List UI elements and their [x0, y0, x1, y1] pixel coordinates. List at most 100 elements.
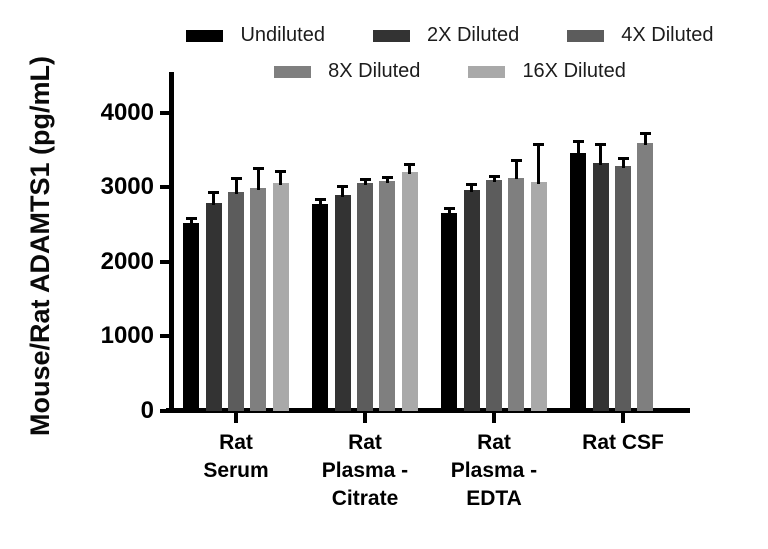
error-bar-stem: [514, 161, 518, 180]
error-bar-stem: [341, 187, 345, 197]
x-category-label-line: Rat: [477, 431, 511, 454]
error-bar-cap: [314, 197, 326, 201]
bar-16x-diluted-rat-plasma-citrate: [401, 172, 418, 411]
y-tick-label: 0: [140, 397, 154, 424]
error-bar-cap: [466, 182, 478, 186]
legend-label-16x-diluted: 16X Diluted: [522, 60, 626, 82]
error-bar-cap: [208, 191, 220, 195]
error-bar-cap: [359, 178, 371, 182]
x-category-label-rat-plasma-edta: Rat Plasma - EDTA: [419, 429, 569, 513]
bar-4x-diluted-rat-csf: [615, 165, 631, 411]
error-bar-cap: [275, 169, 287, 173]
error-bar-stem: [385, 177, 389, 184]
bar-8x-diluted-rat-plasma-edta: [508, 177, 525, 411]
legend-swatch-4x-diluted: [567, 29, 605, 42]
legend-row: 8X Diluted 16X Diluted: [274, 60, 626, 83]
y-tick-label: 3000: [100, 173, 154, 201]
error-bar-stem: [318, 199, 322, 207]
error-bar-cap: [252, 166, 264, 170]
legend-item-2x-diluted: 2X Diluted: [372, 24, 520, 47]
error-bar-cap: [639, 131, 651, 135]
error-bar-cap: [510, 159, 522, 163]
x-tick-mark: [492, 413, 496, 423]
error-bar-stem: [234, 179, 238, 194]
error-bar-stem: [256, 168, 260, 190]
error-bar-cap: [595, 142, 607, 146]
y-tick-mark: [160, 259, 169, 264]
legend-label-undiluted: Undiluted: [240, 24, 325, 46]
bar-4x-diluted-rat-serum: [228, 191, 244, 411]
error-bar-stem: [492, 177, 496, 182]
error-bar-stem: [576, 142, 580, 155]
legend-swatch-8x-diluted: [274, 65, 312, 78]
error-bar-stem: [447, 209, 451, 216]
bar-8x-diluted-rat-csf: [637, 143, 654, 411]
error-bar-cap: [185, 216, 197, 220]
y-tick-mark: [160, 185, 169, 190]
x-tick-mark: [363, 413, 367, 423]
error-bar-stem: [363, 180, 367, 185]
error-bar-stem: [621, 158, 625, 168]
bar-undiluted-rat-csf: [570, 152, 587, 411]
bar-2x-diluted-rat-plasma-citrate: [334, 194, 351, 411]
error-bar-cap: [488, 175, 500, 179]
x-category-label-line: Plasma -: [450, 459, 538, 482]
legend-label-8x-diluted: 8X Diluted: [328, 60, 421, 82]
y-tick-label: 1000: [100, 322, 154, 350]
bar-2x-diluted-rat-plasma-edta: [463, 190, 480, 411]
x-category-label-line: Serum: [203, 459, 269, 482]
legend-swatch-undiluted: [186, 29, 224, 42]
legend-item-undiluted: Undiluted: [186, 24, 325, 47]
error-bar-cap: [443, 207, 455, 211]
legend-label-2x-diluted: 2X Diluted: [426, 24, 520, 46]
bar-4x-diluted-rat-plasma-citrate: [357, 182, 373, 411]
bar-8x-diluted-rat-serum: [250, 187, 267, 411]
bar-2x-diluted-rat-serum: [205, 202, 222, 411]
bar-8x-diluted-rat-plasma-citrate: [379, 181, 396, 411]
legend-row: Undiluted 2X Diluted 4X Diluted: [186, 24, 714, 47]
bar-undiluted-rat-plasma-edta: [441, 213, 458, 411]
y-tick-label: 4000: [100, 98, 154, 126]
x-category-label-rat-serum: Rat Serum: [161, 429, 311, 485]
legend-label-4x-diluted: 4X Diluted: [621, 24, 714, 46]
bar-16x-diluted-rat-serum: [272, 182, 289, 411]
error-bar-stem: [212, 193, 216, 205]
bar-4x-diluted-rat-plasma-edta: [486, 179, 502, 411]
bar-undiluted-rat-plasma-citrate: [312, 204, 329, 411]
bar-16x-diluted-rat-plasma-edta: [530, 181, 547, 411]
x-category-label-line: Plasma -: [321, 459, 409, 482]
bar-undiluted-rat-serum: [183, 223, 200, 411]
chart-legend: Undiluted 2X Diluted 4X Diluted 8X Diluted 1…: [170, 24, 730, 83]
legend-swatch-2x-diluted: [372, 29, 410, 42]
y-axis-title: Mouse/Rat ADAMTS1 (pg/mL): [25, 56, 55, 436]
y-tick-mark: [160, 334, 169, 339]
error-bar-cap: [404, 162, 416, 166]
y-axis-line: [169, 72, 174, 413]
legend-item-4x-diluted: 4X Diluted: [567, 24, 714, 47]
legend-item-8x-diluted: 8X Diluted: [274, 60, 420, 83]
x-category-label-line: EDTA: [466, 487, 522, 510]
x-category-label-line: Citrate: [331, 487, 399, 510]
y-tick-mark: [160, 409, 169, 413]
legend-item-16x-diluted: 16X Diluted: [468, 60, 626, 83]
legend-swatch-16x-diluted: [468, 65, 506, 78]
error-bar-stem: [537, 145, 541, 184]
bar-2x-diluted-rat-csf: [592, 163, 609, 411]
x-tick-mark: [234, 413, 238, 423]
error-bar-cap: [617, 156, 629, 160]
error-bar-cap: [533, 143, 545, 147]
y-tick-mark: [160, 110, 169, 115]
error-bar-stem: [408, 164, 412, 175]
x-axis-line: [166, 408, 690, 413]
error-bar-cap: [381, 175, 393, 179]
y-tick-label: 2000: [100, 247, 154, 275]
error-bar-stem: [599, 144, 603, 166]
x-tick-mark: [621, 413, 625, 423]
error-bar-stem: [279, 171, 283, 185]
x-category-label-rat-plasma-citrate: Rat Plasma - Citrate: [290, 429, 440, 513]
error-bar-cap: [230, 177, 242, 181]
x-category-label-line: Rat: [219, 431, 253, 454]
x-category-label-line: Rat CSF: [582, 431, 664, 454]
x-category-label-rat-csf: Rat CSF: [548, 429, 698, 457]
